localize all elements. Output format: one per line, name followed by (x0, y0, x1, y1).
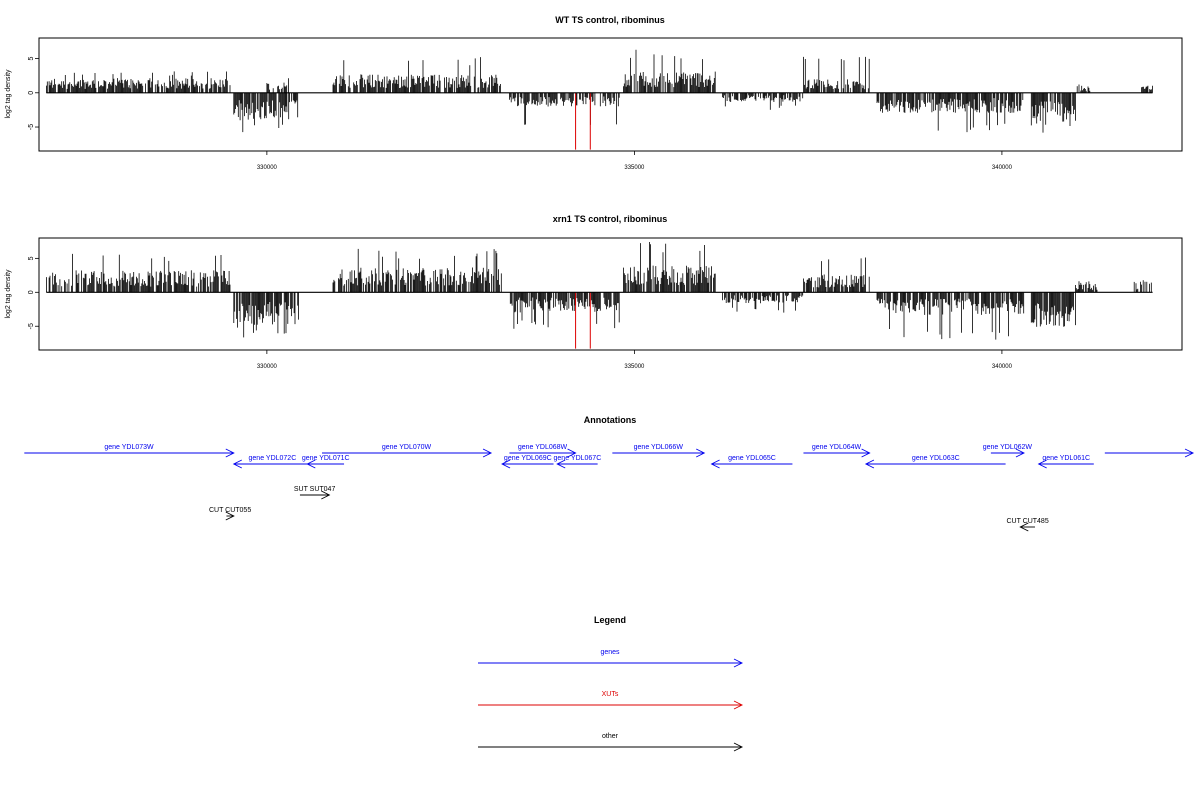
bar-layer (46, 242, 1153, 349)
feature-label: CUT CUT485 (1006, 518, 1048, 525)
feature-label: CUT CUT055 (209, 507, 251, 514)
feature-label: gene YDL070W (382, 444, 432, 451)
legend-label: XUTs (602, 691, 619, 698)
xrn1-track-panel: xrn1 TS control, ribominus log2 tag dens… (5, 214, 1183, 370)
x-tick-label: 340000 (992, 364, 1013, 370)
y-axis: -5 0 5 (28, 256, 39, 329)
plot-frame (38, 237, 1183, 351)
arrow-head (1015, 448, 1025, 458)
y-axis-label: log2 tag density (5, 69, 12, 119)
x-tick-label: 330000 (257, 165, 278, 171)
arrow-head (321, 490, 331, 500)
plot-frame (38, 37, 1183, 152)
feature-layer: gene YDL073W gene YDL072C gene YDL071C gene… (24, 444, 1195, 532)
arrow-head (1184, 448, 1195, 458)
arrow-head (232, 459, 242, 469)
arrow-head (567, 448, 577, 458)
panel-title: WT TS control, ribominus (555, 15, 665, 25)
y-tick-label: 0 (28, 91, 35, 95)
arrow-head (710, 459, 720, 469)
x-tick-label: 330000 (257, 364, 278, 370)
arrow-head (225, 448, 235, 458)
arrow-head (1019, 522, 1029, 532)
feature-label: gene YDL062W (983, 444, 1033, 451)
y-tick-label: -5 (28, 124, 35, 130)
arrow-head (696, 448, 706, 458)
feature-label: gene YDL067C (554, 455, 602, 462)
y-tick-label: -5 (28, 323, 35, 329)
arrow-head (225, 511, 235, 521)
y-tick-label: 0 (28, 290, 35, 294)
feature-label: gene YDL064W (812, 444, 862, 451)
x-tick-label: 335000 (624, 165, 645, 171)
legend: Legend genes XUTs other (478, 615, 744, 752)
panel-title: xrn1 TS control, ribominus (553, 214, 668, 224)
x-axis: 330000 335000 340000 (257, 350, 1013, 370)
arrow-head (733, 700, 744, 710)
feature-label: gene YDL072C (249, 455, 297, 462)
arrow-head (733, 742, 744, 752)
arrow-head (482, 448, 493, 458)
feature-label: gene YDL061C (1042, 455, 1090, 462)
y-tick-label: 5 (28, 56, 35, 60)
feature-label: gene YDL073W (104, 444, 154, 451)
y-axis-label: log2 tag density (5, 269, 12, 319)
x-tick-label: 340000 (992, 165, 1013, 171)
feature-label: gene YDL063C (912, 455, 960, 462)
feature-label: gene YDL069C (504, 455, 552, 462)
y-tick-label: 5 (28, 256, 35, 260)
arrow-head (861, 448, 871, 458)
arrow-head (501, 459, 511, 469)
arrow-head (556, 459, 566, 469)
legend-label: genes (600, 649, 620, 656)
legend-label: other (602, 733, 619, 740)
arrow-head (306, 459, 316, 469)
annotations-title: Annotations (584, 415, 637, 425)
x-tick-label: 335000 (624, 364, 645, 370)
feature-label: gene YDL071C (302, 455, 350, 462)
arrow-head (864, 459, 875, 469)
x-axis: 330000 335000 340000 (257, 151, 1013, 171)
arrow-head (1037, 459, 1047, 469)
feature-label: gene YDL066W (634, 444, 684, 451)
feature-label: gene YDL065C (728, 455, 776, 462)
feature-label: gene YDL068W (518, 444, 568, 451)
y-axis: -5 0 5 (28, 56, 39, 130)
feature-label: SUT SUT047 (294, 486, 336, 493)
arrow-head (733, 658, 744, 668)
legend-title: Legend (594, 615, 626, 625)
bar-layer (46, 49, 1153, 150)
legend-items: genes XUTs other (478, 649, 744, 752)
wt-track-panel: WT TS control, ribominus log2 tag densit… (5, 15, 1183, 171)
